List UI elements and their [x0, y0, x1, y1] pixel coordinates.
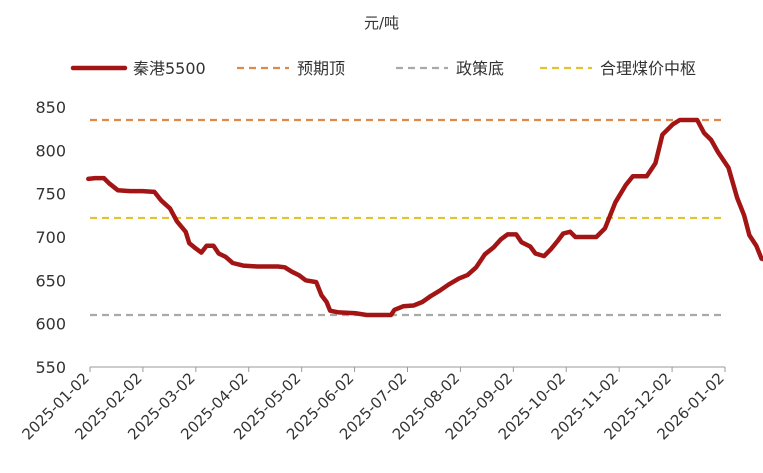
- price-series-line: [86, 117, 763, 318]
- legend-label: 政策底: [456, 59, 504, 78]
- y-tick-label: 600: [35, 315, 66, 334]
- y-tick-label: 850: [35, 98, 66, 117]
- legend-label: 秦港5500: [133, 59, 206, 78]
- legend-label: 预期顶: [297, 59, 345, 78]
- reference-lines: [90, 118, 725, 317]
- y-tick-label: 750: [35, 185, 66, 204]
- x-axis: 2025-01-022025-02-022025-03-022025-04-02…: [18, 366, 728, 443]
- y-axis: 550 600 650 700 750 800 850: [35, 98, 66, 377]
- y-tick-label: 700: [35, 228, 66, 247]
- y-tick-label: 800: [35, 141, 66, 160]
- legend-label: 合理煤价中枢: [600, 59, 696, 78]
- chart-unit-label: 元/吨: [363, 14, 400, 32]
- series-lines: [86, 117, 763, 318]
- legend: 秦港5500 预期顶 政策底 合理煤价中枢: [70, 59, 696, 78]
- y-tick-label: 550: [35, 358, 66, 377]
- y-tick-label: 650: [35, 271, 66, 290]
